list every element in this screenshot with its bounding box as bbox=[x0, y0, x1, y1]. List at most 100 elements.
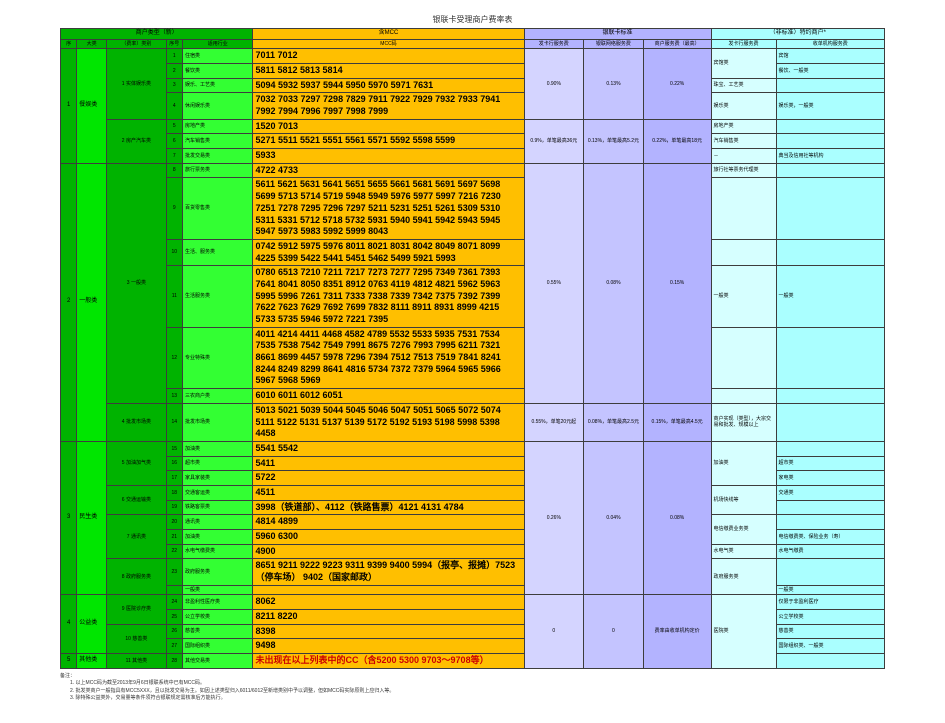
table-row: 2 房产汽车类5房地产类1520 70130.9%，单笔最高36元0.13%，单… bbox=[61, 119, 885, 134]
cell-mcc: 5013 5021 5039 5044 5045 5046 5047 5051 … bbox=[253, 403, 524, 441]
table-row: 6汽车销售类5271 5511 5521 5551 5561 5571 5592… bbox=[61, 134, 885, 149]
cell-nonstd-acquirer bbox=[776, 119, 884, 134]
cell-sn: 15 bbox=[166, 441, 182, 456]
cell-industry: 国际组织类 bbox=[182, 639, 253, 654]
cell-industry: 专业特殊类 bbox=[182, 327, 253, 388]
cell-mcc: 5960 6300 bbox=[253, 530, 524, 545]
cell-industry: 交通客运类 bbox=[182, 485, 253, 500]
cell-nonstd-issuer bbox=[711, 389, 776, 404]
cell-nonstd-issuer: 医院类 bbox=[711, 595, 776, 668]
cell-industry: 住宿类 bbox=[182, 49, 253, 64]
cell-sn: 19 bbox=[166, 500, 182, 515]
cell-nonstd-issuer: 一般类 bbox=[711, 266, 776, 327]
cell-sn: 4 bbox=[166, 93, 182, 119]
cell-mcc: 7011 7012 bbox=[253, 49, 524, 64]
cell-rate-network: 0.08%，单笔最高2.5元 bbox=[584, 403, 644, 441]
cell-rate-network: 0.08% bbox=[584, 163, 644, 403]
cell-cat: 8 政府服务类 bbox=[107, 559, 167, 595]
cell-nonstd-acquirer bbox=[776, 654, 884, 669]
cell-nonstd-issuer: 珠宝、工艺类 bbox=[711, 78, 776, 93]
cell-nonstd-issuer: 汽车销售类 bbox=[711, 134, 776, 149]
table-head: 商户类型（新） 含MCC 银联卡标准 （非标准）特约商户* 序 大类 （费率）类… bbox=[61, 29, 885, 49]
header-fee1: 发卡行服务费 bbox=[524, 39, 584, 49]
cell-mcc: 4511 bbox=[253, 485, 524, 500]
cell-sn: 25 bbox=[166, 609, 182, 624]
cell-nonstd-acquirer: 公立学校类 bbox=[776, 609, 884, 624]
cell-sn: 12 bbox=[166, 327, 182, 388]
header-group-1: 商户类型（新） bbox=[61, 29, 253, 40]
table-row: 10生活、服务类0742 5912 5975 5976 8011 8021 80… bbox=[61, 239, 885, 265]
cell-rate-network: 0.04% bbox=[584, 441, 644, 594]
cell-nonstd-acquirer: 超市类 bbox=[776, 456, 884, 471]
cell-rate-merchant: 0.22% bbox=[643, 49, 711, 119]
cell-big: 其他类 bbox=[77, 654, 107, 669]
cell-cat: 2 房产汽车类 bbox=[107, 119, 167, 163]
table-row: 3民生类5 加油加气类15加油类5541 55420.26%0.04%0.08%… bbox=[61, 441, 885, 456]
cell-mcc: 5411 bbox=[253, 456, 524, 471]
cell-mcc: 9498 bbox=[253, 639, 524, 654]
cell-rate-merchant: 0.15% bbox=[643, 163, 711, 403]
cell-industry: 家具家装类 bbox=[182, 471, 253, 486]
cell-sn: 5 bbox=[166, 119, 182, 134]
cell-industry: 娱乐、工艺类 bbox=[182, 78, 253, 93]
cell-nonstd-issuer: 水电气类 bbox=[711, 544, 776, 559]
cell-industry: 通讯类 bbox=[182, 515, 253, 530]
cell-nonstd-issuer: 房地产类 bbox=[711, 119, 776, 134]
cell-industry: 加油类 bbox=[182, 530, 253, 545]
cell-nonstd-acquirer: 家电类 bbox=[776, 471, 884, 486]
cell-sn: 20 bbox=[166, 515, 182, 530]
cell-idx: 1 bbox=[61, 49, 77, 164]
cell-mcc: 5933 bbox=[253, 149, 524, 164]
cell-industry: 房地产类 bbox=[182, 119, 253, 134]
header-cat: （费率）类别 bbox=[107, 39, 167, 49]
cell-nonstd-issuer: 电信缴费业务类 bbox=[711, 515, 776, 544]
cell-industry: 一般类 bbox=[182, 585, 253, 595]
cell-industry: 其他交易类 bbox=[182, 654, 253, 669]
cell-industry: 超市类 bbox=[182, 456, 253, 471]
table-row: 3娱乐、工艺类5094 5932 5937 5944 5950 5970 597… bbox=[61, 78, 885, 93]
cell-industry: 旅行票务类 bbox=[182, 163, 253, 178]
table-body: 1餐娱类1 实体娱乐类1住宿类7011 70120.90%0.13%0.22%宾… bbox=[61, 49, 885, 668]
cell-sn: 2 bbox=[166, 63, 182, 78]
cell-rate-merchant: 0.08% bbox=[643, 441, 711, 594]
header-ind: 适用行业 bbox=[182, 39, 253, 49]
cell-industry: 汽车销售类 bbox=[182, 134, 253, 149]
cell-industry: 加油类 bbox=[182, 441, 253, 456]
cell-rate-issuer: 0.90% bbox=[524, 49, 584, 119]
cell-mcc: 6010 6011 6012 6051 bbox=[253, 389, 524, 404]
cell-sn: 26 bbox=[166, 624, 182, 639]
table-row: 6 交通运输类18交通客运类4511机场快线等交通类 bbox=[61, 485, 885, 500]
cell-nonstd-issuer: 加油类 bbox=[711, 441, 776, 485]
cell-sn: 9 bbox=[166, 178, 182, 239]
table-row: 9百货零售类5611 5621 5631 5641 5651 5655 5661… bbox=[61, 178, 885, 239]
cell-sn: 22 bbox=[166, 544, 182, 559]
cell-sn: 1 bbox=[166, 49, 182, 64]
header-sn: 序号 bbox=[166, 39, 182, 49]
cell-nonstd-issuer: 机场快线等 bbox=[711, 485, 776, 514]
cell-industry: 非盈利性医疗类 bbox=[182, 595, 253, 610]
cell-nonstd-issuer: 政府服务类 bbox=[711, 559, 776, 595]
cell-mcc: 8398 bbox=[253, 624, 524, 639]
cell-rate-merchant: 0.22%，单笔最高18元 bbox=[643, 119, 711, 163]
cell-mcc: 0780 6513 7210 7211 7217 7273 7277 7295 … bbox=[253, 266, 524, 327]
cell-rate-merchant: 费率由收单机构定价 bbox=[643, 595, 711, 668]
cell-industry: 政府服务类 bbox=[182, 559, 253, 585]
table-row: 11生活服务类0780 6513 7210 7211 7217 7273 727… bbox=[61, 266, 885, 327]
cell-sn: 8 bbox=[166, 163, 182, 178]
cell-mcc: 未出现在以上列表中的CC（含5200 5300 9703～9708等） bbox=[253, 654, 524, 669]
cell-nonstd-acquirer bbox=[776, 403, 884, 441]
cell-rate-issuer: 0 bbox=[524, 595, 584, 668]
cell-nonstd-acquirer: 水电气缴费 bbox=[776, 544, 884, 559]
cell-nonstd-issuer: 宾馆类 bbox=[711, 49, 776, 78]
notes-label: 备注： bbox=[60, 673, 75, 679]
cell-industry: 水电气缴费类 bbox=[182, 544, 253, 559]
page-title: 银联卡受理商户费率表 bbox=[60, 14, 885, 25]
cell-mcc: 4722 4733 bbox=[253, 163, 524, 178]
cell-mcc: 4900 bbox=[253, 544, 524, 559]
cell-rate-issuer: 0.55%，单笔20元起 bbox=[524, 403, 584, 441]
cell-rate-issuer: 0.9%，单笔最高36元 bbox=[524, 119, 584, 163]
table-row: 22水电气缴费类4900 水电气类水电气缴费 bbox=[61, 544, 885, 559]
rate-table: 商户类型（新） 含MCC 银联卡标准 （非标准）特约商户* 序 大类 （费率）类… bbox=[60, 28, 885, 669]
cell-nonstd-acquirer bbox=[776, 389, 884, 404]
cell-sn: 10 bbox=[166, 239, 182, 265]
